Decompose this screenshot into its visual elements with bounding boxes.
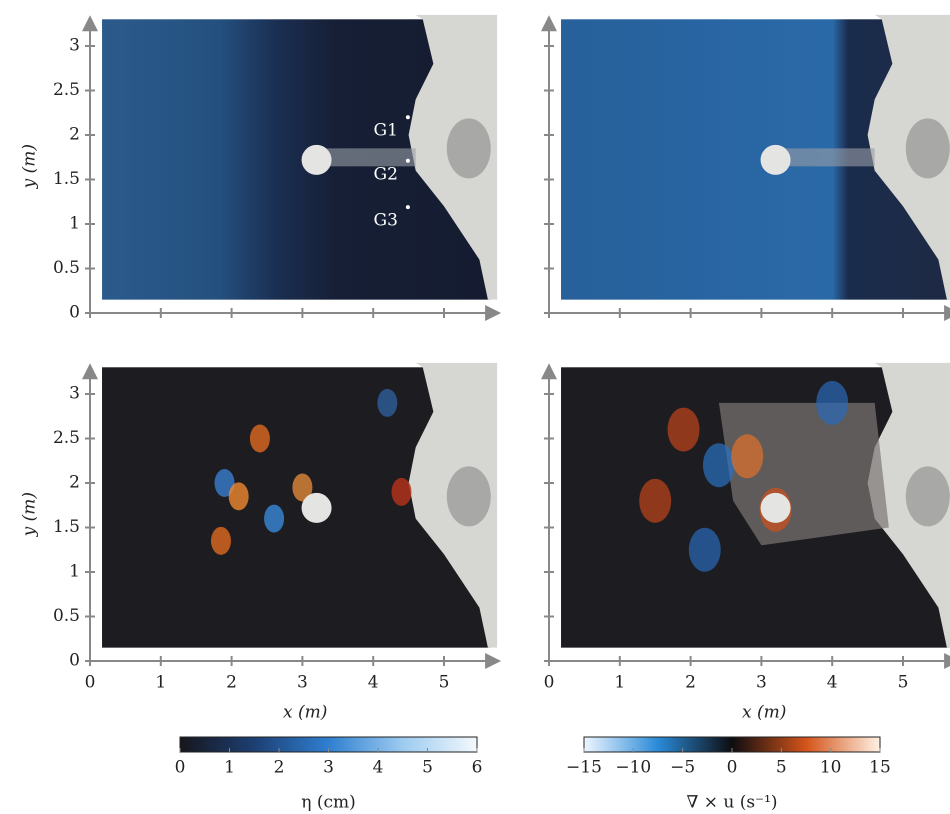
vortex — [816, 381, 848, 425]
x-tick-label: 5 — [898, 673, 909, 693]
y-tick-label: 0.5 — [53, 258, 80, 278]
colorbar-tick-label: 10 — [820, 758, 842, 778]
cylinder — [761, 493, 791, 523]
colorbar-label: η (cm) — [301, 793, 356, 813]
cylinder — [302, 145, 332, 175]
x-axis-label: x (m) — [742, 703, 786, 723]
cylinder — [761, 145, 791, 175]
y-axis-label: y (m) — [20, 144, 40, 189]
x-tick-label: 4 — [827, 673, 838, 693]
vortex — [250, 425, 270, 453]
colorbar-label: ∇ × u (s⁻¹) — [686, 793, 777, 813]
x-tick-label: 1 — [614, 673, 625, 693]
probe — [406, 159, 410, 163]
vortex — [392, 478, 412, 506]
y-tick-label: 2.5 — [53, 428, 80, 448]
vortex — [229, 482, 249, 510]
probe — [406, 115, 410, 119]
colorbar-tick-label: 0 — [727, 758, 738, 778]
wake — [783, 148, 875, 166]
x-tick-label: 2 — [226, 673, 237, 693]
y-tick-label: 3 — [69, 36, 80, 56]
colorbar-tick-label: 1 — [224, 758, 235, 778]
vortex — [377, 389, 397, 417]
y-tick-label: 1.5 — [53, 517, 80, 537]
x-tick-label: 1 — [155, 673, 166, 693]
wall-shadow — [906, 466, 950, 526]
x-tick-label: 3 — [756, 673, 767, 693]
y-tick-label: 1.5 — [53, 169, 80, 189]
vortex — [668, 408, 700, 452]
x-tick-label: 0 — [544, 673, 555, 693]
y-tick-label: 0.5 — [53, 606, 80, 626]
colorbar-tick-label: 6 — [472, 758, 483, 778]
vortex — [211, 527, 231, 555]
y-tick-label: 2 — [69, 473, 80, 493]
cylinder — [302, 493, 332, 523]
wall-shadow — [906, 118, 950, 178]
colorbar-tick-label: 4 — [373, 758, 384, 778]
vortex — [731, 434, 763, 478]
field-images — [102, 15, 950, 648]
x-tick-label: 5 — [439, 673, 450, 693]
colorbar-tick-label: 2 — [274, 758, 285, 778]
probe-label: G1 — [373, 121, 397, 141]
colorbar-tick-label: −10 — [615, 758, 651, 778]
colorbar-tick-label: −5 — [670, 758, 695, 778]
y-tick-label: 2 — [69, 125, 80, 145]
y-axis-label: y (m) — [20, 492, 40, 537]
colorbar-tick-label: 5 — [776, 758, 787, 778]
probe — [406, 205, 410, 209]
y-tick-label: 3 — [69, 384, 80, 404]
x-tick-label: 3 — [297, 673, 308, 693]
x-tick-label: 4 — [368, 673, 379, 693]
vortex — [264, 505, 284, 533]
vortex — [703, 443, 735, 487]
probe-label: G3 — [373, 211, 397, 231]
colorbar-tick-label: 0 — [175, 758, 186, 778]
colorbar-tick-label: 3 — [323, 758, 334, 778]
colorbar-tick-label: 5 — [422, 758, 433, 778]
colorbar-tick-label: 15 — [869, 758, 891, 778]
colorbar-tick-label: −15 — [566, 758, 602, 778]
vortex — [639, 479, 671, 523]
y-tick-label: 0 — [69, 651, 80, 671]
wake — [324, 148, 416, 166]
y-tick-label: 1 — [69, 562, 80, 582]
x-tick-label: 2 — [685, 673, 696, 693]
y-tick-label: 0 — [69, 303, 80, 323]
x-tick-label: 0 — [85, 673, 96, 693]
vortex — [689, 528, 721, 572]
probe-label: G2 — [373, 164, 397, 184]
wall-shadow — [447, 466, 491, 526]
figure: 0 0.5 1 1.5 2 2.5 3 y (m) G1 G2 G3 0 0.5 1 1.5 2 2.5 3 0 1 2… — [0, 0, 950, 814]
wall-shadow — [447, 118, 491, 178]
y-tick-label: 2.5 — [53, 80, 80, 100]
x-axis-label: x (m) — [283, 703, 327, 723]
y-tick-label: 1 — [69, 214, 80, 234]
